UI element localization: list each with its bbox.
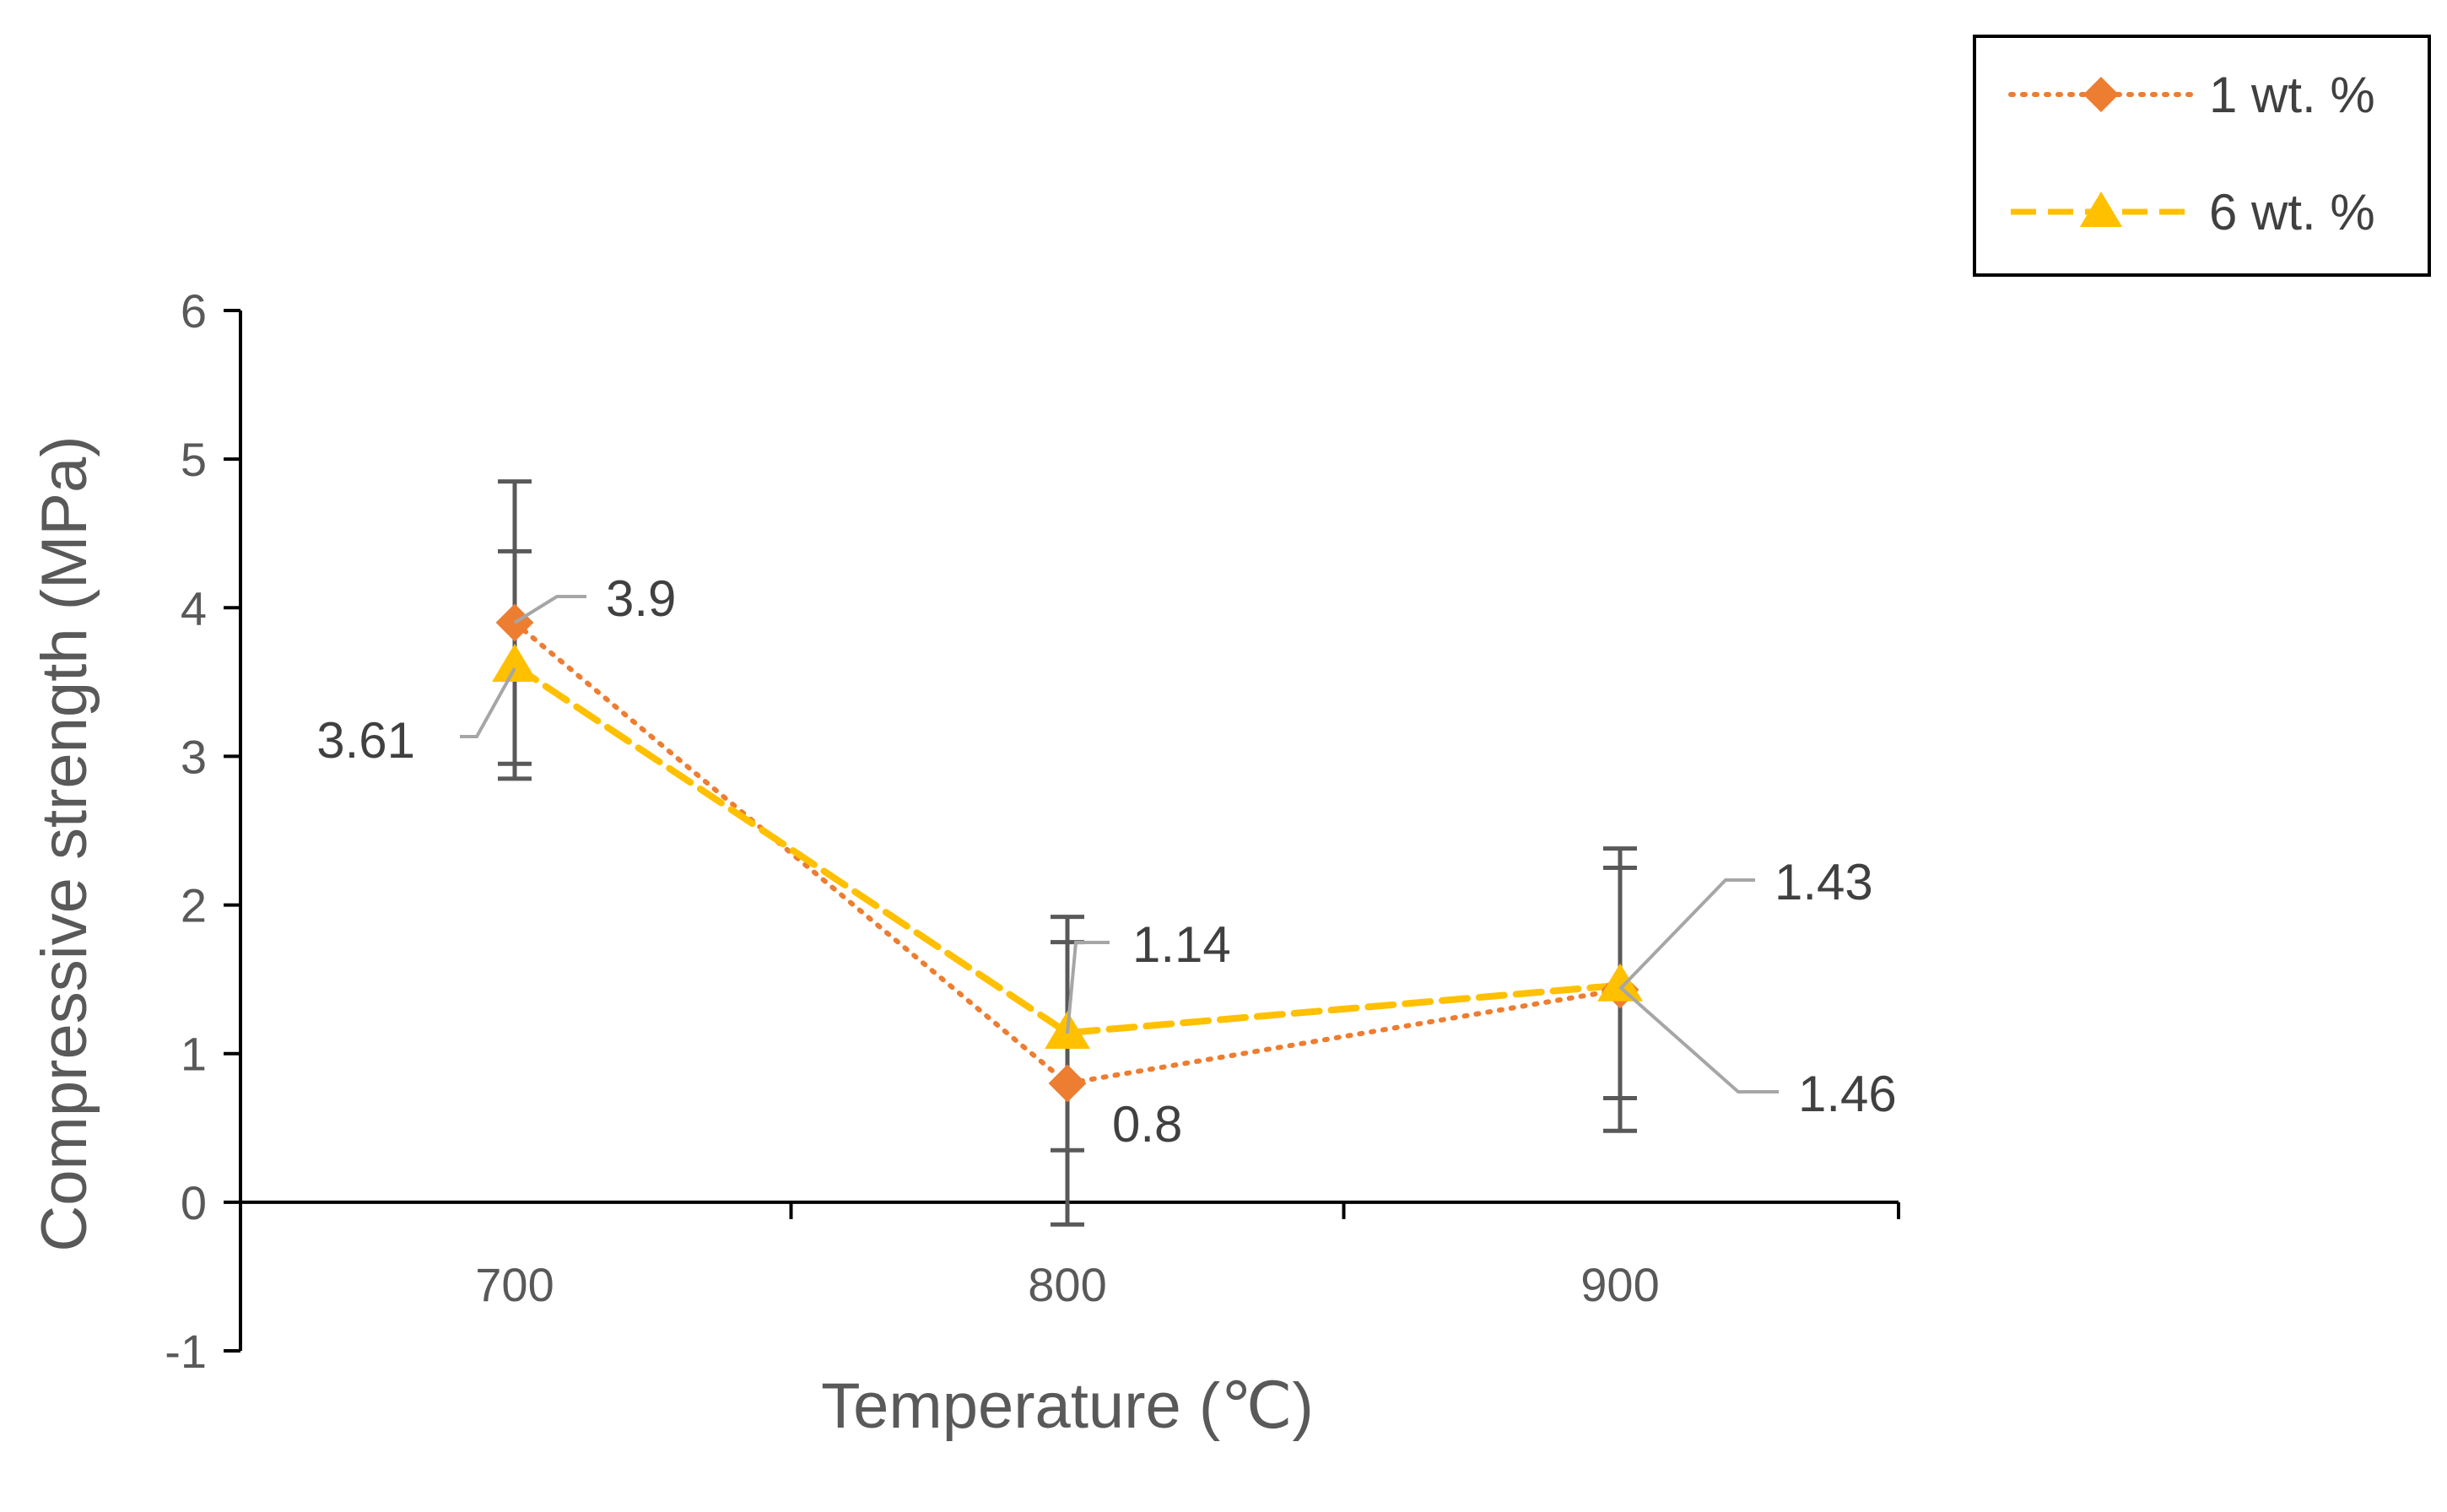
data-point-triangle (1597, 963, 1643, 1002)
y-tick-label: -1 (165, 1325, 207, 1378)
data-label: 3.61 (316, 712, 415, 769)
series-layer (492, 603, 1643, 1103)
x-tick-label: 700 (475, 1258, 554, 1311)
y-tick-label: 4 (181, 581, 207, 634)
leader-line (513, 595, 586, 624)
data-label: 1.46 (1798, 1066, 1897, 1122)
y-tick-label: 6 (181, 284, 207, 338)
y-tick-label: 2 (181, 879, 207, 932)
legend-entry-1wt: 1 wt. % (2008, 67, 2375, 123)
data-labels: 3.9 0.8 1.43 3.61 1.14 1.46 (316, 570, 1897, 1153)
series-line-1 (511, 662, 1623, 1037)
data-label: 0.8 (1112, 1096, 1182, 1153)
legend-label-1wt: 1 wt. % (2209, 67, 2375, 123)
data-point-triangle (492, 644, 537, 682)
y-tick-label: 0 (181, 1176, 207, 1229)
leader-line (1066, 941, 1110, 1034)
legend: 1 wt. % 6 wt. % (1973, 35, 2431, 277)
data-label: 3.9 (606, 570, 676, 627)
data-label: 1.14 (1132, 916, 1231, 973)
legend-marker-triangle (2079, 192, 2123, 227)
legend-box (1973, 35, 2431, 277)
y-ticks: -1 0 1 2 3 4 5 6 (165, 284, 240, 1378)
x-ticks: 700 800 900 (475, 1202, 1900, 1311)
x-tick-label: 900 (1580, 1258, 1659, 1311)
y-tick-label: 5 (181, 433, 207, 486)
axes: -1 0 1 2 3 4 5 6 700 800 900 (165, 284, 1900, 1378)
leader-line (460, 667, 516, 738)
x-axis-title: Temperature (℃) (821, 1370, 1314, 1442)
legend-label-6wt: 6 wt. % (2209, 184, 2375, 240)
data-point-diamond (1048, 1064, 1087, 1103)
y-axis-title: Compressive strength (MPa) (29, 435, 100, 1251)
legend-marker-diamond (2083, 77, 2119, 112)
leader-line (1618, 986, 1779, 1094)
leader-line (1618, 878, 1755, 991)
y-tick-label: 3 (181, 730, 207, 783)
y-tick-label: 1 (181, 1028, 207, 1081)
x-tick-label: 800 (1028, 1258, 1106, 1311)
legend-entry-6wt: 6 wt. % (2011, 184, 2375, 240)
data-label: 1.43 (1774, 854, 1873, 910)
